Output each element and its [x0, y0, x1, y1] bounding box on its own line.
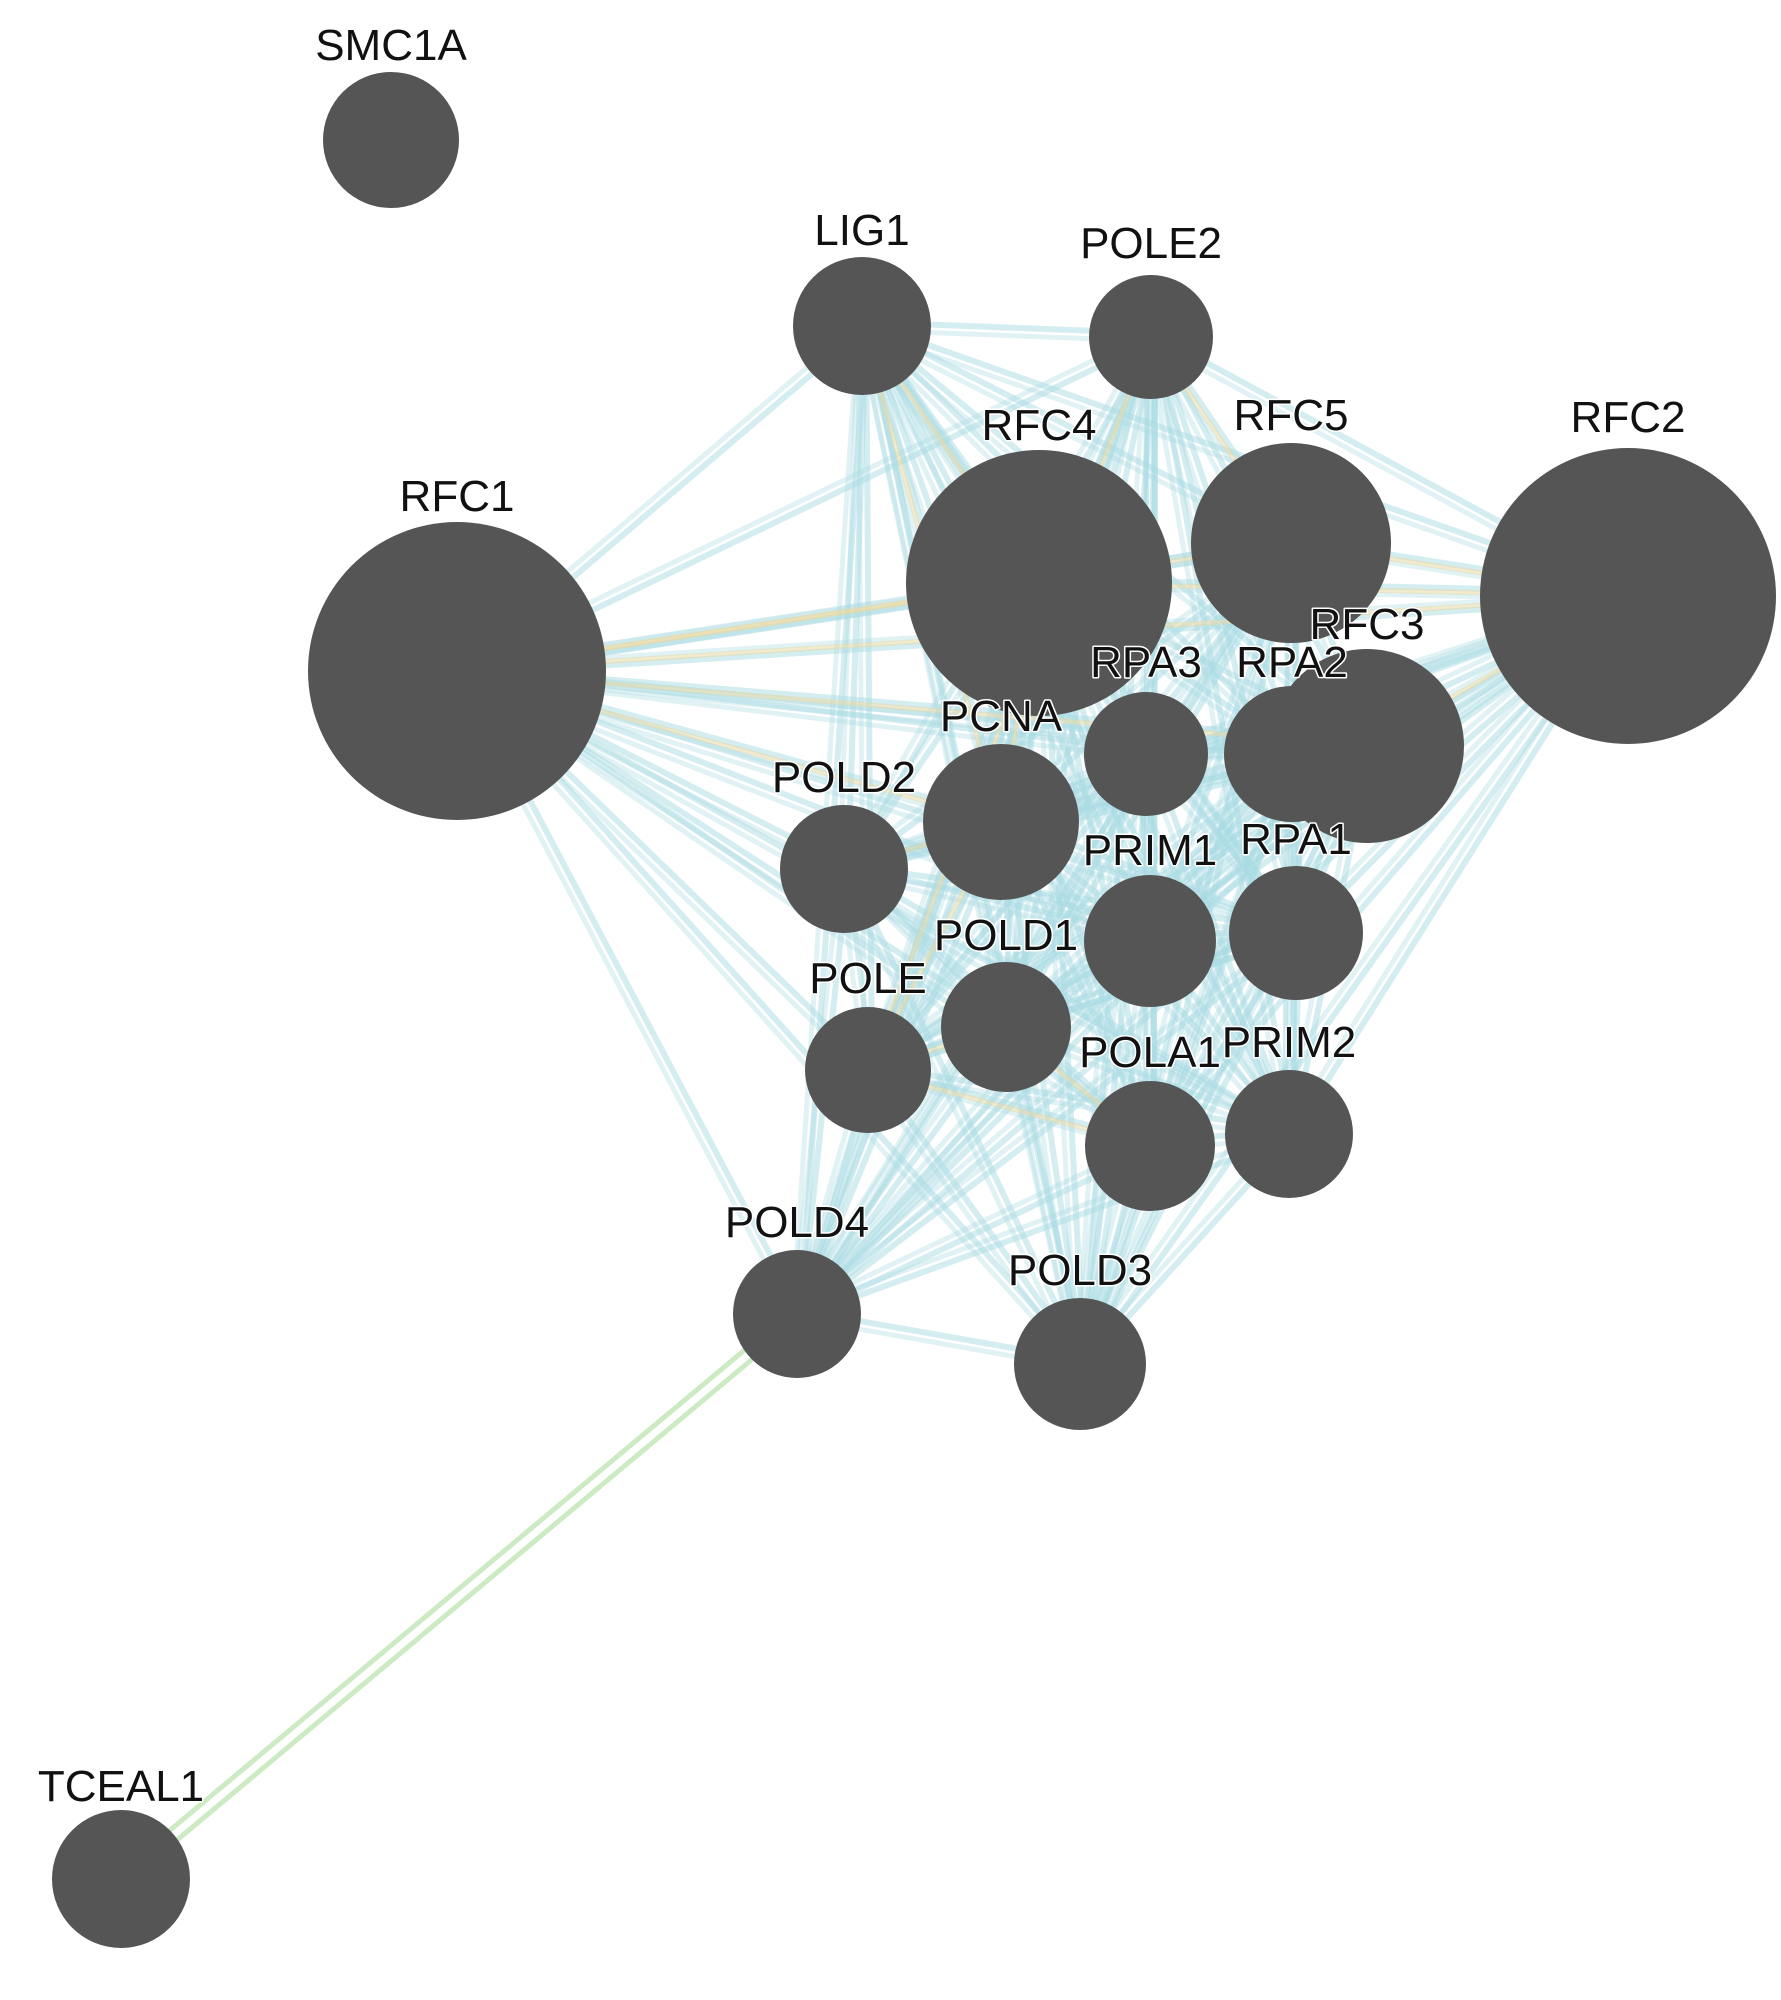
- edge-rpa1-pold4: [793, 927, 1296, 1313]
- edge-tceal1-pold4: [115, 1307, 795, 1877]
- node-label-pole: POLE: [809, 954, 926, 1003]
- node-rfc1[interactable]: [308, 522, 606, 820]
- edge-rpa2-pola1: [1143, 751, 1291, 1146]
- node-label-rfc1: RFC1: [400, 472, 515, 521]
- node-label-rpa2: RPA2: [1236, 638, 1348, 687]
- node-layer: [52, 72, 1776, 1948]
- edge-rpa3-prim2: [1146, 751, 1296, 1134]
- edge-prim1-pold4: [797, 941, 1156, 1319]
- node-label-pold3: POLD3: [1008, 1246, 1152, 1295]
- edge-pold2-rpa1: [844, 862, 1297, 933]
- node-rfc2[interactable]: [1480, 448, 1776, 744]
- node-pole2[interactable]: [1089, 275, 1213, 399]
- node-label-pold4: POLD4: [725, 1198, 869, 1247]
- edge-tceal1-pold4: [123, 1316, 803, 1886]
- edge-rfc1-pold3: [457, 666, 1086, 1364]
- edge-pold2-rpa1: [843, 870, 1296, 940]
- node-label-rfc3: RFC3: [1310, 600, 1425, 649]
- node-pole[interactable]: [805, 1007, 931, 1133]
- node-rfc4[interactable]: [906, 450, 1172, 716]
- node-smc1a[interactable]: [323, 72, 459, 208]
- edge-rpa1-pole: [866, 926, 1296, 1069]
- node-rpa3[interactable]: [1084, 692, 1208, 816]
- node-rfc5[interactable]: [1191, 443, 1391, 643]
- node-pold2[interactable]: [780, 805, 908, 933]
- edge-rpa2-pole: [864, 748, 1292, 1069]
- node-rpa2[interactable]: [1224, 686, 1360, 822]
- node-label-rpa1: RPA1: [1240, 815, 1352, 864]
- edge-rfc2-pold3: [1080, 596, 1634, 1369]
- node-pold1[interactable]: [941, 962, 1071, 1092]
- node-label-rfc5: RFC5: [1234, 391, 1349, 440]
- node-label-pola1: POLA1: [1079, 1028, 1221, 1077]
- node-label-rfc4: RFC4: [982, 401, 1097, 450]
- edge-rfc2-pold3: [1074, 592, 1627, 1364]
- edge-rpa2-pole: [868, 754, 1297, 1076]
- edge-rpa2-pold3: [1073, 751, 1291, 1364]
- node-pola1[interactable]: [1085, 1081, 1215, 1211]
- node-label-rfc2: RFC2: [1571, 393, 1686, 442]
- node-label-rpa3: RPA3: [1090, 638, 1202, 687]
- edge-rfc1-rfc3: [456, 668, 1368, 749]
- edge-pola1-pold4: [797, 1146, 1154, 1321]
- edge-pole-prim2: [867, 1071, 1289, 1141]
- node-label-lig1: LIG1: [814, 206, 909, 255]
- label-layer: SMC1A LIG1 POLE2 RFC4 RFC5 RFC2 RFC1 RFC3 RPA3 RP…: [36, 20, 1687, 1813]
- node-label-smc1a: SMC1A: [315, 21, 467, 70]
- node-rpa1[interactable]: [1229, 866, 1363, 1000]
- node-pold3[interactable]: [1014, 1298, 1146, 1430]
- edge-rfc3-pold4: [797, 746, 1372, 1319]
- node-label-prim1: PRIM1: [1083, 826, 1217, 875]
- node-label-tceal1: TCEAL1: [38, 1762, 204, 1811]
- edge-rpa1-pold4: [797, 933, 1301, 1320]
- node-label-pold2: POLD2: [772, 753, 916, 802]
- edge-pole-prim2: [868, 1063, 1291, 1134]
- node-label-pcna: PCNA: [940, 692, 1063, 741]
- node-label-prim2: PRIM2: [1222, 1018, 1356, 1067]
- node-pold4[interactable]: [733, 1250, 861, 1378]
- node-lig1[interactable]: [793, 257, 931, 395]
- node-prim1[interactable]: [1084, 875, 1216, 1007]
- node-prim2[interactable]: [1225, 1070, 1353, 1198]
- node-label-pold1: POLD1: [934, 911, 1078, 960]
- edge-lig1-pold1: [855, 326, 1005, 1029]
- edge-pold2-pold3: [844, 865, 1087, 1364]
- edge-pola1-pold4: [794, 1140, 1150, 1313]
- edge-pold2-pold3: [838, 869, 1079, 1367]
- node-label-pole2: POLE2: [1080, 219, 1222, 268]
- node-pcna[interactable]: [923, 744, 1079, 900]
- edge-pold2-prim2: [844, 862, 1293, 1134]
- node-tceal1[interactable]: [52, 1810, 190, 1948]
